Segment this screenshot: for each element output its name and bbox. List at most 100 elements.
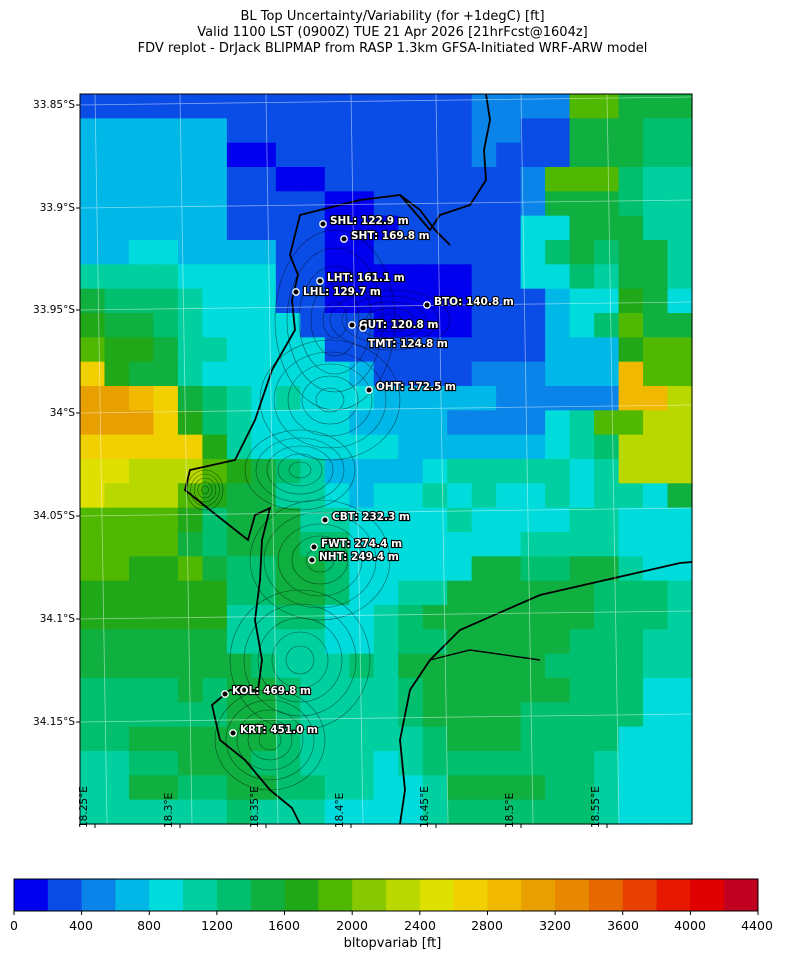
field-cell (226, 337, 252, 363)
contour-line (244, 429, 356, 511)
field-cell (300, 751, 326, 776)
field-cell (594, 483, 620, 509)
field-cell (520, 410, 546, 436)
field-cell (496, 726, 522, 752)
field-cell (667, 653, 693, 679)
contour-line (291, 535, 349, 585)
field-cell (643, 118, 669, 144)
field-cell (226, 191, 252, 217)
field-cell (349, 118, 375, 144)
field-cell (226, 799, 252, 825)
field-cell (300, 678, 326, 703)
field-cell (324, 605, 350, 630)
field-cell (373, 459, 399, 484)
field-cell (545, 507, 571, 533)
contour-line (305, 547, 335, 573)
field-cell (324, 142, 350, 168)
field-cell (447, 288, 473, 314)
field-cell (373, 653, 399, 679)
colorbar-swatch (487, 879, 522, 911)
field-cell (471, 118, 497, 144)
field-cell (300, 799, 326, 825)
field-cell (422, 629, 448, 655)
field-cell (177, 264, 203, 290)
field-cell (275, 167, 301, 192)
lat-label: 34.1°S (39, 613, 75, 625)
field-cell (202, 94, 228, 119)
field-cell (300, 264, 326, 290)
field-cell (471, 556, 497, 582)
field-cell (80, 483, 106, 509)
field-cell (447, 751, 473, 776)
field-cell (153, 288, 179, 314)
field-cell (324, 459, 350, 484)
field-cell (643, 361, 669, 387)
field-cell (569, 532, 595, 557)
site-label: CBT: 232.3 m (332, 511, 410, 523)
field-cell (128, 215, 155, 241)
field-cell (202, 240, 228, 265)
graticule-line (94, 93, 108, 825)
field-cell (153, 556, 179, 582)
field-cell (202, 337, 228, 363)
field-cell (202, 142, 228, 168)
contour-line (263, 511, 377, 609)
field-cell (569, 580, 595, 606)
field-cell (520, 264, 546, 290)
boundary-line (429, 649, 541, 661)
field-cell (275, 726, 301, 752)
field-cell (202, 678, 228, 703)
field-cell (398, 580, 424, 606)
field-cell (153, 142, 179, 168)
colorbar-tick: 2000 (336, 918, 368, 933)
field-cell (594, 142, 620, 168)
field-cell (128, 653, 155, 679)
field-cell (569, 191, 595, 217)
field-cell (447, 118, 473, 144)
field-cell (398, 313, 424, 338)
field-cell (496, 94, 522, 119)
field-cell (373, 629, 399, 655)
field-cell (177, 678, 203, 703)
field-cell (520, 167, 546, 192)
field-cell (643, 751, 669, 776)
field-cell (594, 240, 620, 265)
field-cell (471, 678, 497, 703)
colorbar-swatch (555, 879, 590, 911)
field-cell (422, 678, 448, 703)
field-cell (153, 653, 179, 679)
field-cell (667, 507, 693, 533)
field-cell (594, 313, 620, 338)
field-cell (202, 288, 228, 314)
field-cell (447, 94, 473, 119)
field-cell (177, 142, 203, 168)
field-cell (275, 605, 301, 630)
field-cell (349, 653, 375, 679)
field-cell (667, 118, 693, 144)
lat-label: 34.05°S (33, 510, 75, 522)
site-marker (340, 235, 348, 243)
contour-line (277, 523, 363, 597)
field-cell (349, 337, 375, 363)
field-cell (545, 751, 571, 776)
field-cell (496, 386, 522, 411)
field-cell (594, 434, 620, 460)
field-cell (496, 118, 522, 144)
field-cell (545, 410, 571, 436)
field-cell (349, 361, 375, 387)
site-label: BTO: 140.8 m (434, 296, 514, 308)
field-cell (153, 775, 179, 801)
field-cell (594, 507, 620, 533)
field-cell (422, 142, 448, 168)
field-cell (667, 799, 693, 825)
field-cell (422, 167, 448, 192)
field-cell (300, 118, 326, 144)
field-cell (618, 799, 644, 825)
field-cell (104, 118, 130, 144)
field-cell (275, 799, 301, 825)
site-label: LHL: 129.7 m (303, 286, 381, 298)
field-cell (520, 629, 546, 655)
field-cell (251, 702, 277, 728)
field-cell (177, 240, 203, 265)
field-cell (618, 556, 644, 582)
